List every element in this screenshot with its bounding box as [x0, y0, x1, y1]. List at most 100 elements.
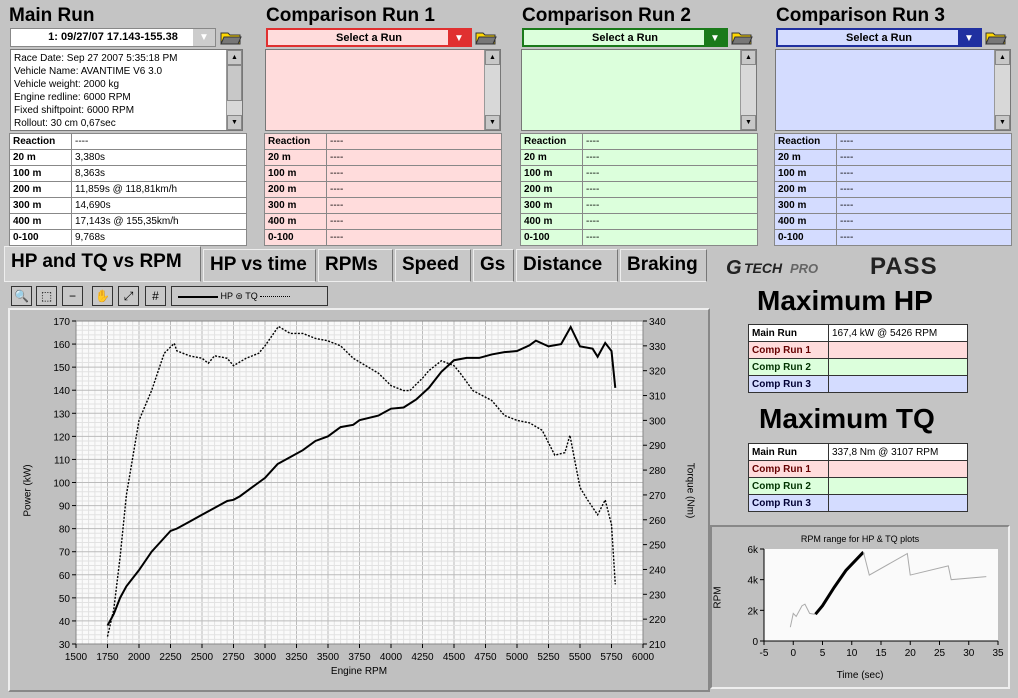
row-value: ---- — [836, 197, 1012, 214]
x-tick-label: 10 — [846, 648, 858, 659]
comparison-run-2-info[interactable]: ▲ ▼ — [521, 49, 757, 131]
comparison-run-3-select[interactable]: Select a Run ▼ — [776, 28, 982, 47]
scrollbar[interactable]: ▲ ▼ — [740, 50, 756, 130]
row-value: 8,363s — [71, 165, 247, 182]
table-row: Reaction ---- — [520, 133, 758, 150]
pan-hand-icon[interactable]: ✋ — [92, 286, 113, 306]
zoom-out-icon[interactable]: − — [62, 286, 83, 306]
x-tick-label: 2000 — [128, 652, 151, 663]
row-value: ---- — [836, 229, 1012, 246]
row-label: 0-100 — [774, 229, 837, 246]
tab-distance[interactable]: Distance — [516, 249, 618, 282]
svg-text:PASS: PASS — [870, 253, 938, 280]
comparison-run-1-select[interactable]: Select a Run ▼ — [266, 28, 472, 47]
y-tick-label: 0 — [752, 637, 758, 648]
info-line: Engine redline: 6000 RPM — [14, 92, 131, 103]
row-label: 200 m — [264, 181, 327, 198]
row-value: ---- — [326, 165, 502, 182]
x-tick-label: 0 — [790, 648, 796, 659]
row-value: ---- — [582, 197, 758, 214]
chevron-down-icon[interactable]: ▼ — [193, 29, 215, 46]
row-label: 300 m — [264, 197, 327, 214]
table-row: 300 m ---- — [520, 197, 758, 214]
tab-speed[interactable]: Speed — [395, 249, 471, 282]
x-tick-label: 1750 — [96, 652, 119, 663]
table-row: Comp Run 1 — [748, 460, 968, 478]
y-tick-label: 170 — [53, 317, 70, 328]
y2-tick-label: 330 — [649, 342, 666, 353]
y2-tick-label: 290 — [649, 441, 666, 452]
x-tick-label: 4500 — [443, 652, 466, 663]
y-tick-label: 110 — [54, 455, 70, 466]
table-row: 20 m ---- — [520, 149, 758, 166]
open-folder-icon[interactable] — [220, 30, 242, 45]
run-label: Comp Run 2 — [748, 477, 829, 495]
grid-icon[interactable]: # — [145, 286, 166, 306]
comparison-run-2-results: Reaction ---- 20 m ---- 100 m ---- 200 m ---- 30… — [520, 133, 758, 246]
chevron-down-icon[interactable]: ▼ — [704, 30, 726, 45]
y-tick-label: 40 — [59, 617, 71, 628]
open-folder-icon[interactable] — [985, 30, 1007, 45]
scrollbar[interactable]: ▲ ▼ — [226, 50, 242, 130]
row-label: 200 m — [774, 181, 837, 198]
svg-text:TECH: TECH — [744, 260, 783, 276]
row-label: Reaction — [774, 133, 837, 150]
y-tick-label: 4k — [747, 576, 759, 587]
x-tick-label: 5750 — [600, 652, 623, 663]
comparison-run-1-info[interactable]: ▲ ▼ — [265, 49, 501, 131]
main-run-info[interactable]: Race Date: Sep 27 2007 5:35:18 PM Vehicle… — [10, 49, 243, 131]
max-value — [828, 494, 968, 512]
y-axis-label: Power (kW) — [22, 464, 34, 517]
zoom-in-icon[interactable]: 🔍 — [11, 286, 32, 306]
main-run-select[interactable]: 1: 09/27/07 17.143-155.38 ▼ — [10, 28, 216, 47]
x-tick-label: 4000 — [380, 652, 403, 663]
comparison-run-3-info[interactable]: ▲ ▼ — [775, 49, 1011, 131]
x-tick-label: 3000 — [254, 652, 277, 663]
scrollbar[interactable]: ▲ ▼ — [994, 50, 1010, 130]
tab-braking[interactable]: Braking — [620, 249, 707, 282]
row-value: ---- — [326, 229, 502, 246]
row-value: 17,143s @ 155,35km/h — [71, 213, 247, 230]
tab-gs[interactable]: Gs — [473, 249, 514, 282]
row-value: ---- — [326, 181, 502, 198]
tab-hp-vs-time[interactable]: HP vs time — [203, 249, 316, 282]
plot-legend[interactable]: HP ⊜ TQ — [171, 286, 328, 306]
table-row: 400 m ---- — [774, 213, 1012, 230]
row-value: ---- — [582, 229, 758, 246]
row-value: ---- — [582, 165, 758, 182]
hp-tq-chart[interactable]: 1500 1750 2000 2250 2500 2750 3000 3250 3500 3750… — [10, 310, 708, 690]
row-label: 300 m — [520, 197, 583, 214]
info-line: Fixed shiftpoint: 6000 RPM — [14, 105, 135, 116]
selected-rpm-range-line — [814, 551, 865, 616]
row-label: 300 m — [9, 197, 72, 214]
chevron-down-icon[interactable]: ▼ — [958, 30, 980, 45]
y-tick-label: 2k — [747, 606, 759, 617]
comparison-run-3-title: Comparison Run 3 — [776, 5, 945, 26]
open-folder-icon[interactable] — [731, 30, 753, 45]
table-row: Main Run 337,8 Nm @ 3107 RPM — [748, 443, 968, 461]
run-label: Comp Run 3 — [748, 375, 829, 393]
comparison-run-2-select[interactable]: Select a Run ▼ — [522, 28, 728, 47]
tq-line — [106, 325, 616, 637]
table-row: Comp Run 2 — [748, 477, 968, 495]
rpm-trace-line — [862, 551, 987, 581]
row-value: 11,859s @ 118,81km/h — [71, 181, 247, 198]
y-tick-label: 80 — [59, 525, 71, 536]
comparison-run-2-title: Comparison Run 2 — [522, 5, 691, 26]
row-value: ---- — [582, 213, 758, 230]
chevron-down-icon[interactable]: ▼ — [448, 30, 470, 45]
tab-rpms[interactable]: RPMs — [318, 249, 393, 282]
open-folder-icon[interactable] — [475, 30, 497, 45]
row-value: ---- — [71, 133, 247, 150]
fit-icon[interactable]: ⤢ — [118, 286, 139, 306]
scrollbar[interactable]: ▲ ▼ — [484, 50, 500, 130]
x-tick-label: -5 — [760, 648, 769, 659]
run-label: Comp Run 1 — [748, 341, 829, 359]
max-tq-table: Main Run 337,8 Nm @ 3107 RPM Comp Run 1 Com… — [748, 443, 968, 512]
tab-hp-and-tq-vs-rpm[interactable]: HP and TQ vs RPM — [4, 246, 201, 282]
zoom-rect-icon[interactable]: ⬚ — [36, 286, 57, 306]
table-row: Comp Run 2 — [748, 358, 968, 376]
table-row: 400 m ---- — [520, 213, 758, 230]
rpm-trace-line — [789, 603, 816, 628]
